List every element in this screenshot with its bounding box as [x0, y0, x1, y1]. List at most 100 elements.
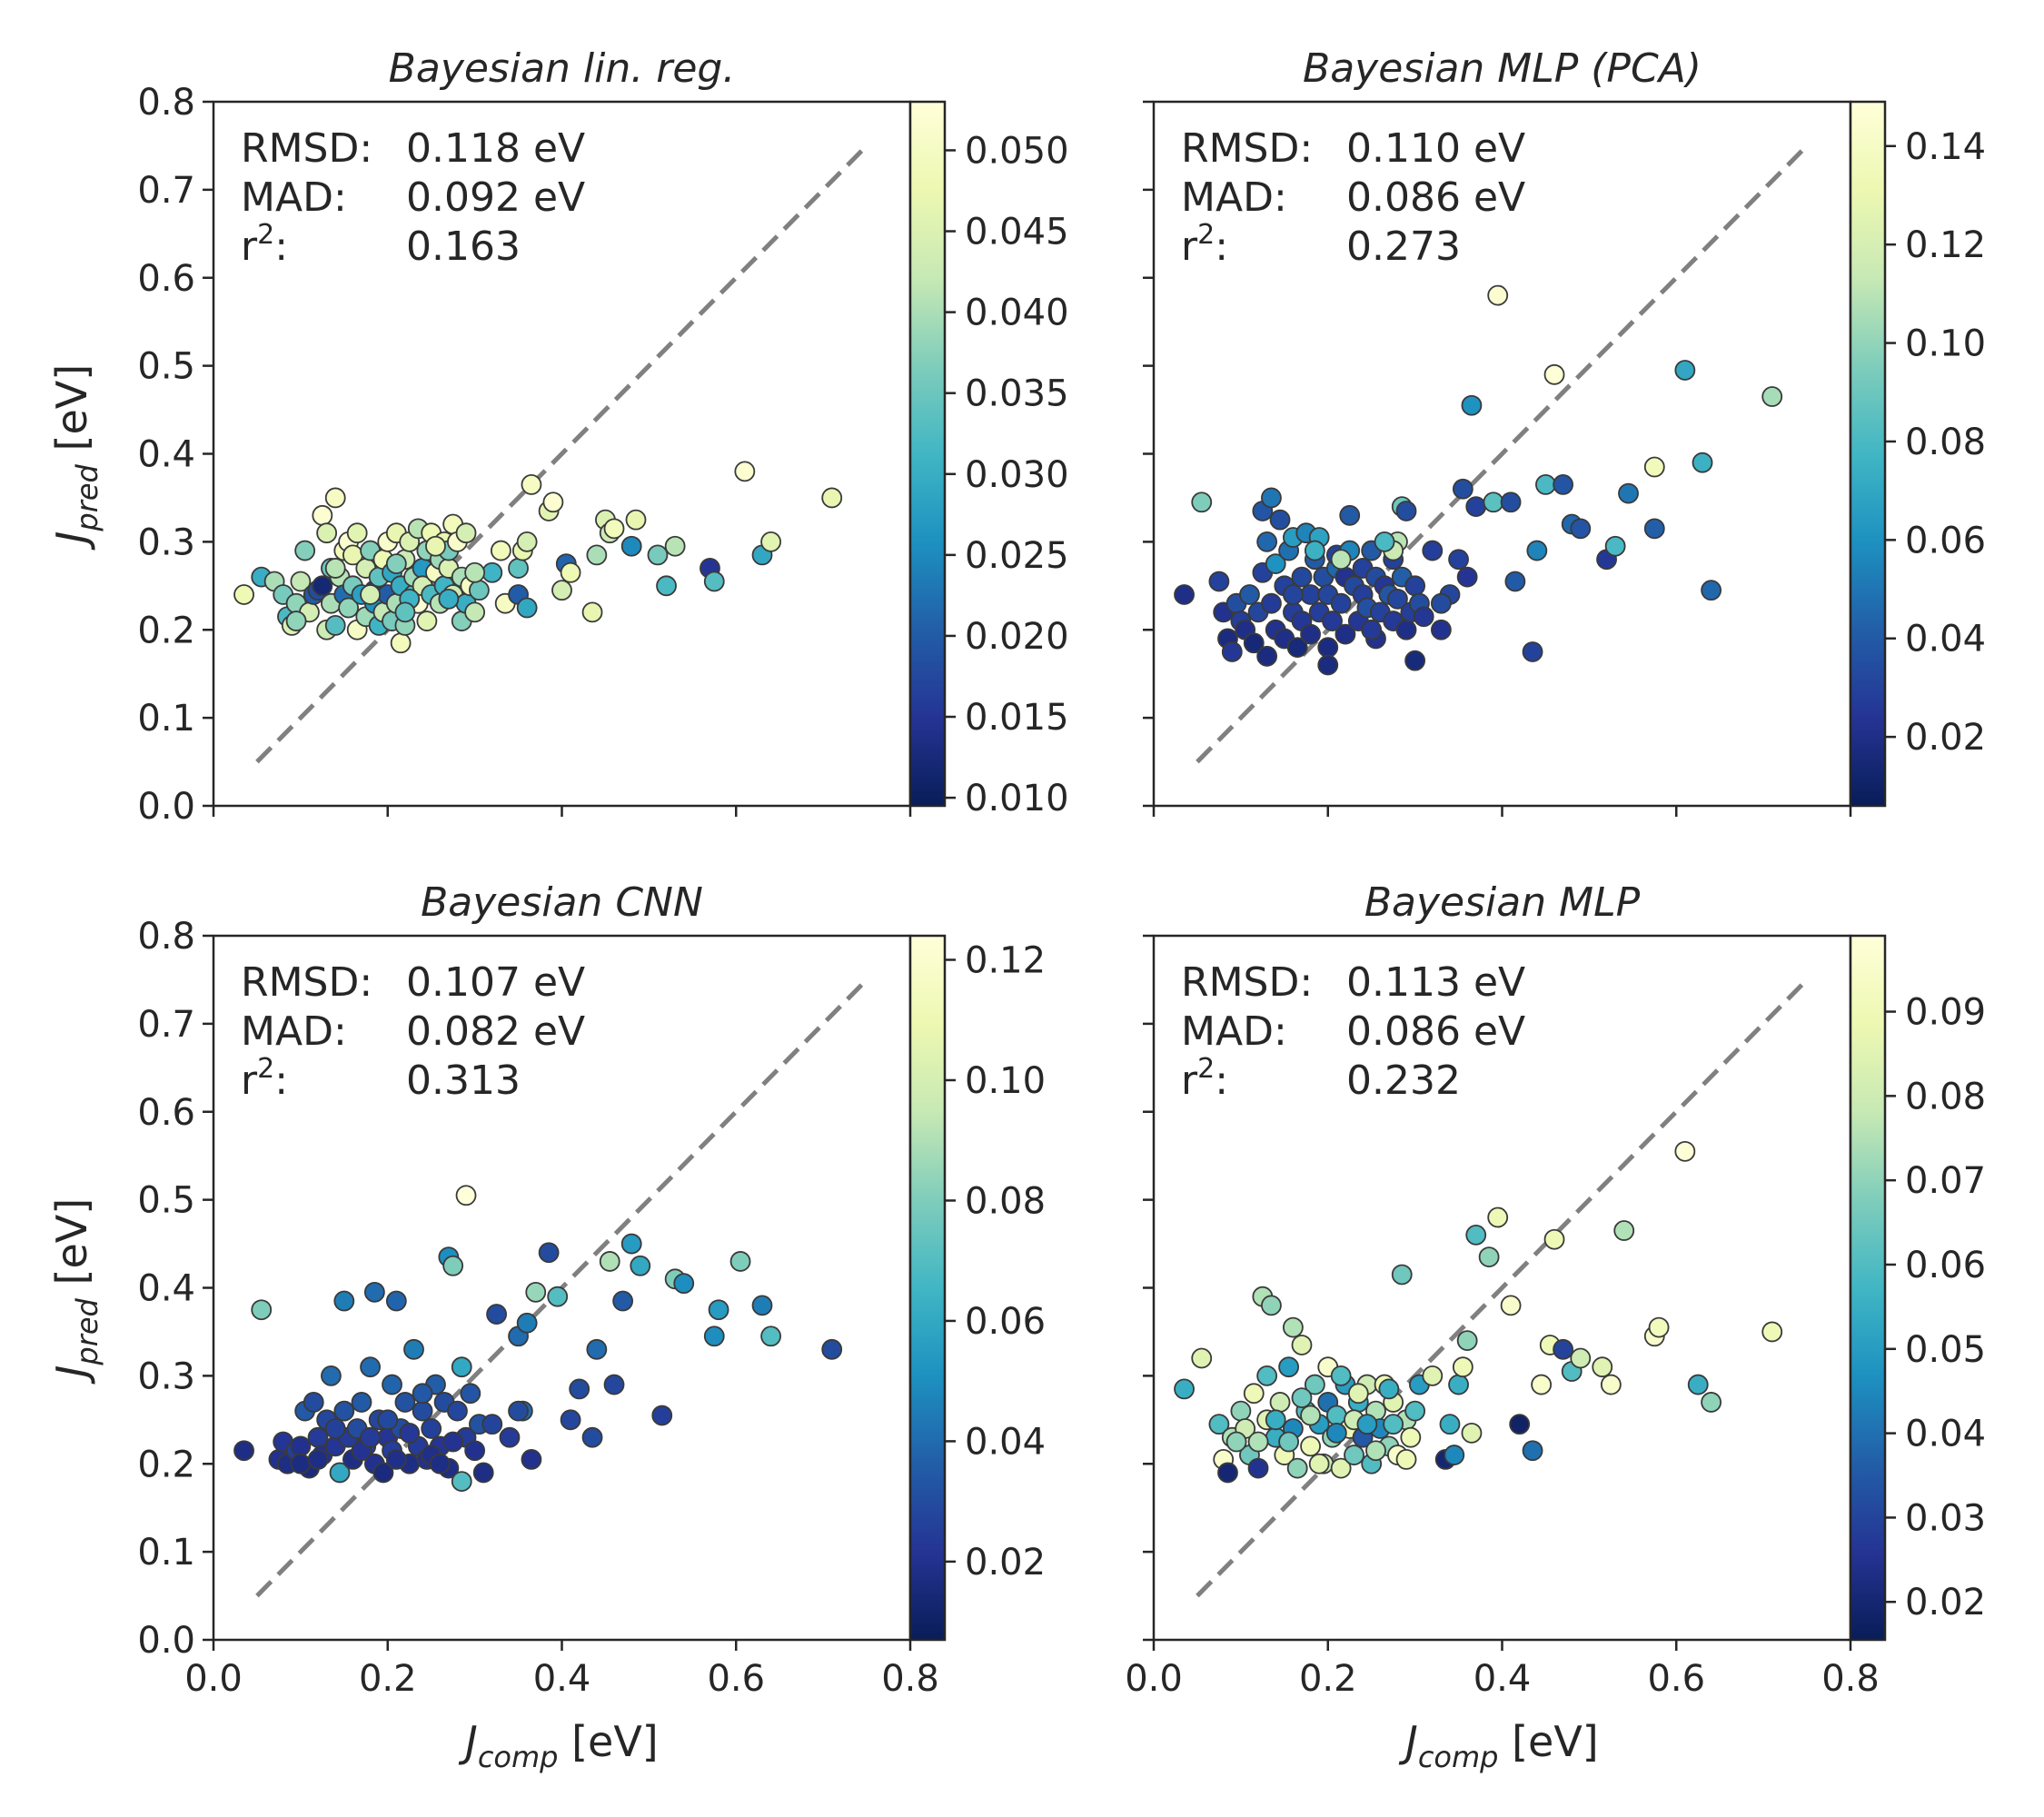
scatter-point — [1452, 1356, 1473, 1378]
identity-line — [255, 144, 868, 764]
scatter-point — [1430, 592, 1452, 614]
colorbar: 0.02 0.03 0.04 0.05 0.06 0.07 0.08 0.09 — [1849, 934, 1986, 1642]
scatter-point — [1269, 1392, 1291, 1413]
panel-1: Bayesian lin. reg. 0.0 0.1 0.2 0.3 0.4 0.5 0.6 0… — [47, 45, 1069, 828]
scatter-point — [1330, 592, 1352, 614]
scatter-point — [1322, 611, 1343, 631]
colorbar-tick-label: 0.06 — [965, 1301, 1046, 1343]
colorbar-tick-label: 0.04 — [1905, 619, 1986, 660]
scatter-point — [1347, 1383, 1369, 1405]
colorbar-frame — [908, 100, 947, 808]
scatter-point — [442, 1255, 464, 1276]
scatter-point — [499, 1426, 521, 1448]
scatter-point — [542, 491, 564, 513]
scatter-point — [760, 1326, 781, 1347]
scatter-point — [351, 1392, 372, 1413]
scatter-point — [1674, 360, 1696, 381]
scatter-point — [1395, 1449, 1417, 1470]
scatter-point — [1531, 1374, 1553, 1395]
scatter-point — [703, 571, 725, 592]
colorbar-gradient — [910, 936, 945, 1640]
scatter-point — [460, 1383, 481, 1405]
scatter-point — [516, 531, 538, 552]
scatter-point — [469, 580, 490, 601]
scatter-point — [1335, 623, 1356, 645]
scatter-point — [751, 1295, 773, 1316]
scatter-point — [1395, 619, 1417, 640]
scatter-point — [1701, 580, 1722, 601]
scatter-point — [425, 535, 446, 557]
scatter-point — [447, 1400, 468, 1422]
colorbar-tick-label: 0.12 — [965, 939, 1046, 981]
scatter-point — [360, 1356, 381, 1378]
scatter-point — [1217, 1462, 1238, 1484]
scatter-point — [377, 1409, 399, 1431]
colorbar-tick-label: 0.035 — [965, 373, 1069, 415]
rmsd-value: 0.113 eV — [1346, 959, 1525, 1006]
scatter-point — [363, 1281, 385, 1303]
scatter-point — [1509, 1414, 1531, 1435]
scatter-point — [569, 1378, 590, 1400]
x-tick-label: 0.6 — [707, 1658, 765, 1700]
scatter-point — [708, 1299, 729, 1321]
y-tick-label: 0.1 — [137, 698, 195, 740]
mad-value: 0.092 eV — [406, 174, 585, 221]
rmsd-label: RMSD: — [241, 959, 372, 1006]
scatter-point — [472, 1462, 494, 1484]
colorbar-tick-label: 0.02 — [1905, 1582, 1986, 1623]
y-tick-label: 0.0 — [137, 1620, 195, 1662]
identity-line — [1196, 978, 1809, 1598]
colorbar-tick-label: 0.06 — [1905, 1245, 1986, 1286]
colorbar-tick-label: 0.050 — [965, 130, 1069, 172]
scatter-point — [1383, 1414, 1404, 1435]
colorbar-tick-label: 0.04 — [965, 1421, 1046, 1463]
r2-value: 0.273 — [1346, 223, 1461, 270]
scatter-point — [664, 535, 686, 557]
r2-value: 0.163 — [406, 223, 521, 270]
scatter-point — [1225, 1431, 1247, 1453]
colorbar-gradient — [1851, 936, 1885, 1640]
scatter-point — [1522, 641, 1543, 662]
scatter-point — [1300, 1435, 1321, 1457]
scatter-point — [560, 561, 581, 583]
scatter-point — [1570, 1347, 1592, 1369]
scatter-point — [1330, 1457, 1352, 1479]
scatter-point — [656, 575, 677, 597]
scatter-point — [1444, 1445, 1465, 1465]
scatter-point — [1239, 584, 1260, 605]
scatter-points — [1174, 1140, 1783, 1484]
scatter-point — [1344, 1445, 1364, 1465]
mad-value: 0.086 eV — [1346, 174, 1525, 221]
stats-box: RMSD: 0.113 eV MAD: 0.086 eV r2: 0.232 — [1181, 959, 1525, 1104]
scatter-point — [1278, 1431, 1300, 1453]
scatter-point — [1387, 588, 1408, 610]
r2-value: 0.232 — [1346, 1057, 1461, 1104]
scatter-point — [1570, 518, 1592, 540]
y-tick-label: 0.7 — [137, 1004, 195, 1046]
scatter-point — [1265, 553, 1286, 574]
rmsd-value: 0.107 eV — [406, 959, 585, 1006]
y-tick-label: 0.4 — [137, 1268, 195, 1310]
scatter-point — [1452, 478, 1473, 500]
colorbar: 0.02 0.04 0.06 0.08 0.10 0.12 0.14 — [1849, 100, 1986, 808]
scatter-point — [599, 1251, 620, 1272]
scatter-point — [1325, 1422, 1347, 1444]
scatter-point — [382, 1374, 402, 1395]
scatter-point — [385, 1290, 407, 1312]
scatter-point — [1278, 1356, 1300, 1378]
stats-box: RMSD: 0.107 eV MAD: 0.082 eV r2: 0.313 — [241, 959, 585, 1104]
scatter-point — [329, 1462, 351, 1484]
scatter-point — [316, 522, 338, 544]
scatter-point — [1339, 504, 1361, 526]
colorbar-frame — [1849, 100, 1887, 808]
scatter-point — [490, 540, 511, 561]
scatter-point — [508, 1400, 529, 1422]
x-tick-label: 0.4 — [533, 1658, 591, 1700]
scatter-point — [1247, 1457, 1269, 1479]
scatter-point — [1535, 474, 1556, 495]
scatter-point — [1304, 1374, 1325, 1395]
scatter-point — [1422, 1365, 1444, 1386]
scatter-point — [333, 1400, 355, 1422]
scatter-point — [481, 1414, 503, 1435]
